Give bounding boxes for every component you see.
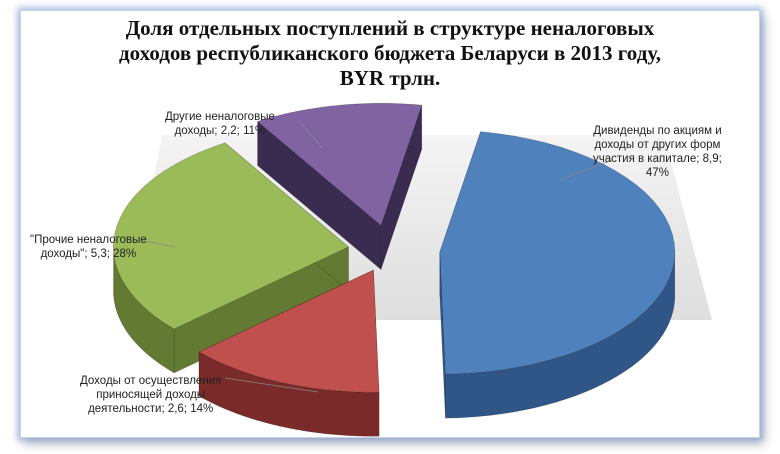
data-label-slice-4: Другие неналоговые доходы; 2,2; 11% <box>165 110 275 138</box>
data-label-slice-4-line-2: доходы; 2,2; 11% <box>174 125 266 137</box>
slice-1-top <box>439 131 676 375</box>
slice-1-outer-wall-1 <box>445 249 676 419</box>
chart-title-line-3: BYR трлн. <box>339 66 441 90</box>
data-label-slice-3-line-1: "Прочие неналоговые <box>30 234 147 246</box>
data-label-slice-2-line-3: деятельности; 2,6; 14% <box>88 403 214 415</box>
data-label-slice-2: Доходы от осуществления приносящей доходы… <box>80 374 221 416</box>
data-label-slice-3-line-2: доходы"; 5,3; 28% <box>40 248 137 260</box>
data-label-slice-4-line-1: Другие неналоговые <box>165 111 275 123</box>
slice-4-top <box>256 103 423 226</box>
leader-line-slice-4 <box>299 121 323 149</box>
data-label-slice-3: "Прочие неналоговые доходы"; 5,3; 28% <box>30 233 147 261</box>
chart-title: Доля отдельных поступлений в структуре н… <box>0 16 780 91</box>
slice-2-outer-wall-1 <box>198 351 380 437</box>
data-label-slice-1-line-4: 47% <box>645 167 669 179</box>
leader-line-slice-2 <box>224 377 319 393</box>
data-label-slice-2-line-2: приносящей доходы <box>96 389 206 401</box>
chart-title-line-1: Доля отдельных поступлений в структуре н… <box>125 16 655 40</box>
leader-line-slice-3 <box>139 239 176 248</box>
slice-1-side-wall-2 <box>439 251 446 419</box>
data-label-slice-2-line-1: Доходы от осуществления <box>80 375 222 387</box>
slice-3-top <box>113 142 349 330</box>
data-label-slice-1-line-1: Дивиденды по акциям и <box>593 125 722 137</box>
slice-2-top <box>198 269 380 393</box>
data-label-slice-1-line-2: доходы от других форм <box>594 139 721 151</box>
data-label-slice-1: Дивиденды по акциям и доходы от других фо… <box>593 124 722 180</box>
leader-line-slice-1 <box>559 159 613 181</box>
data-label-slice-1-line-3: участия в капитале; 8,9; <box>593 153 722 165</box>
chart-title-line-2: доходов республиканского бюджета Беларус… <box>119 41 661 65</box>
